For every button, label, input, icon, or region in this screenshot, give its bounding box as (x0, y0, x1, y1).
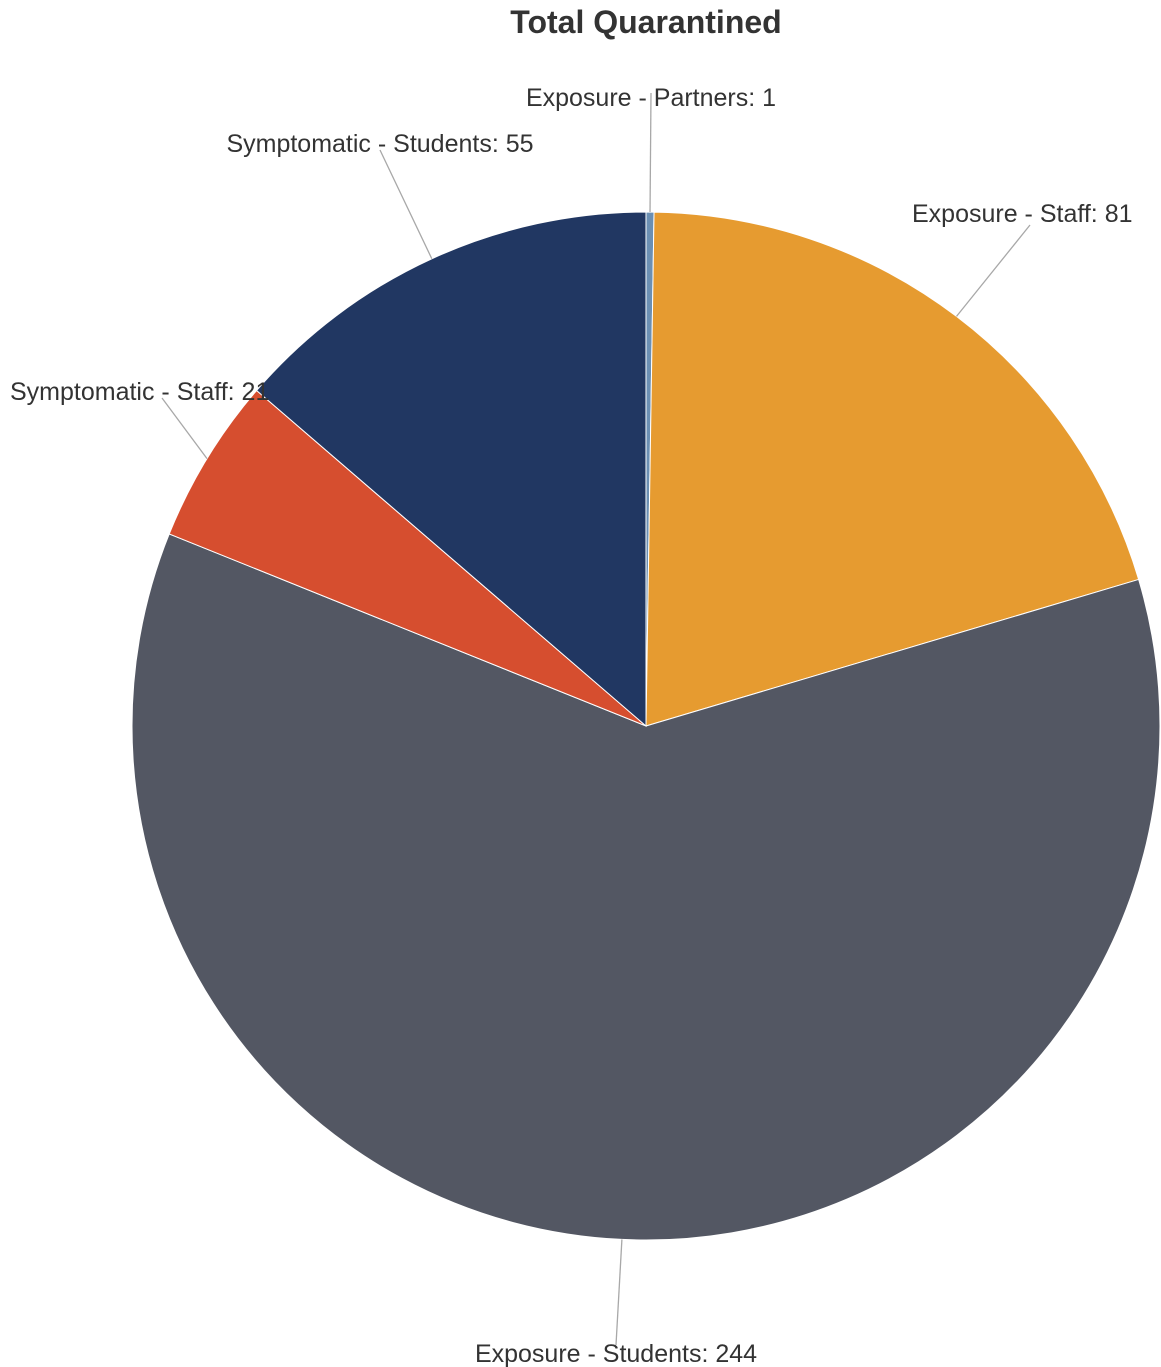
label-exposure-partners: Exposure - Partners: 1 (526, 84, 776, 112)
label-exposure-staff: Exposure - Staff: 81 (912, 200, 1133, 228)
chart-title: Total Quarantined (510, 4, 781, 40)
connector-exposure-partners (649, 92, 652, 213)
label-connectors (161, 92, 1031, 1346)
label-exposure-students: Exposure - Students: 244 (475, 1340, 757, 1367)
connector-symptomatic-students (379, 149, 433, 260)
label-symptomatic-staff: Symptomatic - Staff: 21 (10, 378, 269, 406)
connector-symptomatic-staff (161, 397, 208, 460)
pie-slice-exposure-staff[interactable] (645, 211, 1140, 727)
pie-slice-symptomatic-students[interactable] (255, 211, 647, 728)
connector-exposure-students (615, 1239, 623, 1346)
label-symptomatic-students: Symptomatic - Students: 55 (226, 130, 533, 158)
pie-slice-symptomatic-staff[interactable] (168, 389, 647, 727)
slice-labels: Exposure - Partners: 1 Exposure - Staff: … (10, 84, 1133, 1367)
pie-slices (131, 211, 1161, 1241)
connector-exposure-staff (956, 224, 1031, 317)
